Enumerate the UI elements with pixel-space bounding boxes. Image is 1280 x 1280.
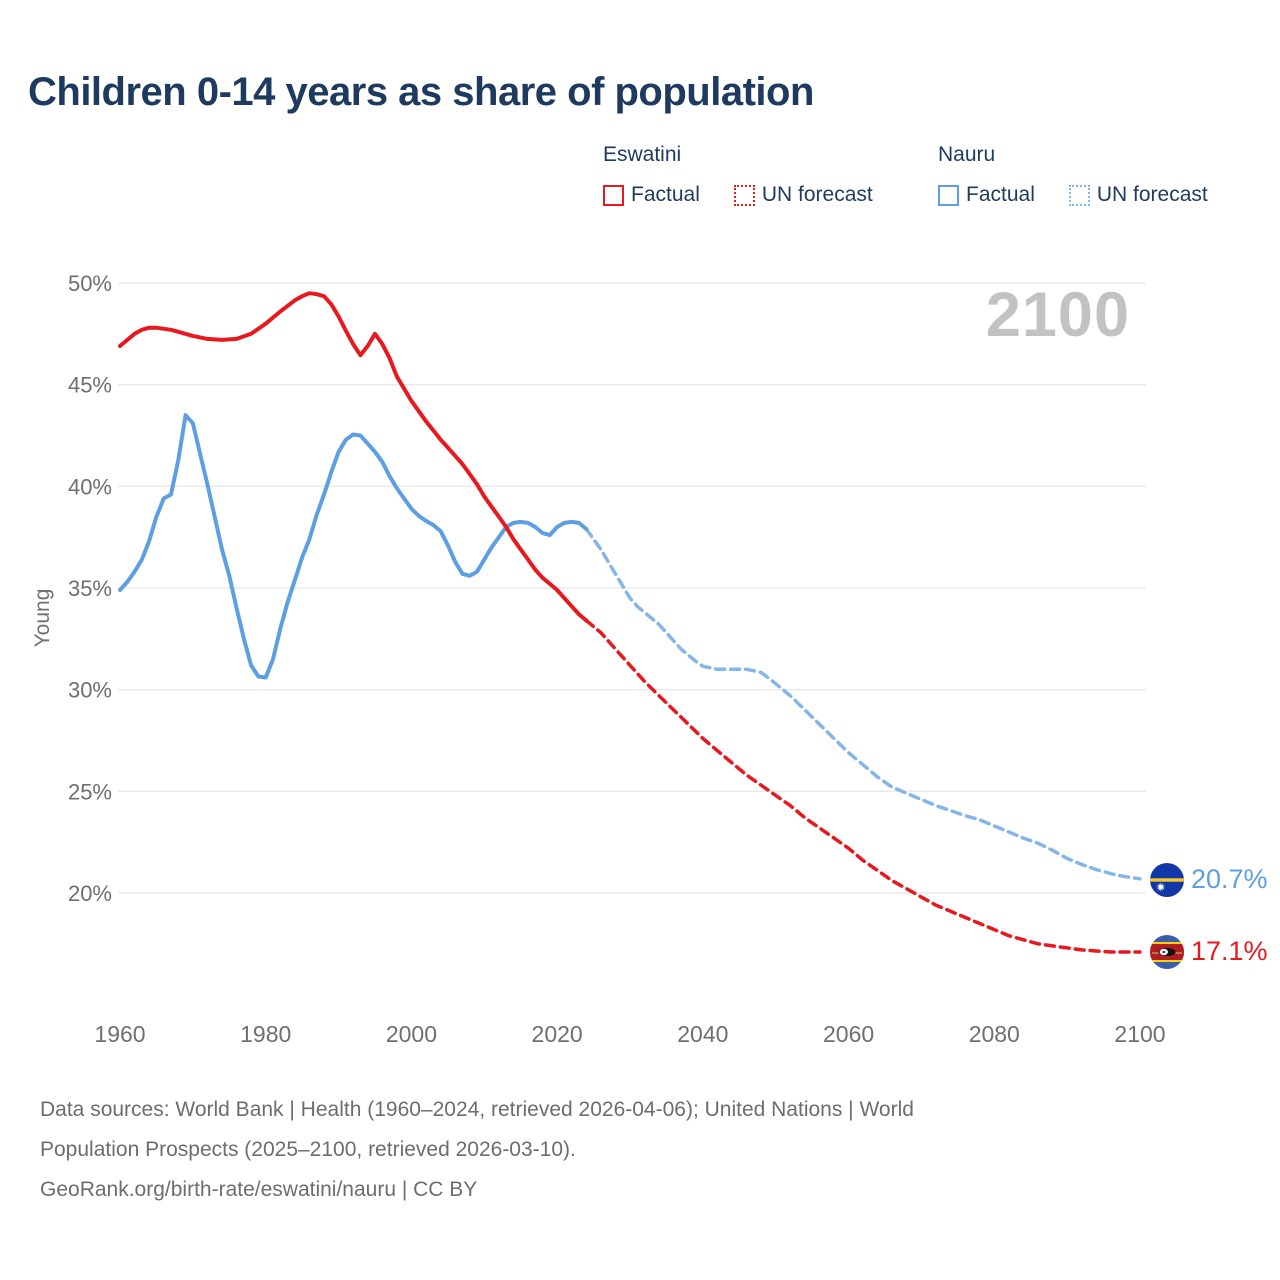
y-tick-label: 25% <box>68 779 112 804</box>
nauru-forecast-swatch-icon <box>1068 184 1090 206</box>
year-watermark: 2100 <box>985 280 1130 350</box>
legend-country-label-nauru: Nauru <box>938 143 996 166</box>
x-tick-label: 1980 <box>240 1021 291 1047</box>
footer: Data sources: World Bank | Health (1960–… <box>40 1090 914 1210</box>
nauru-flag-icon <box>1150 863 1184 897</box>
series-line-eswatini-un-forecast <box>584 618 1142 954</box>
footer-line-1: Data sources: World Bank | Health (1960–… <box>40 1098 914 1121</box>
y-tick-label: 30% <box>68 678 112 703</box>
legend-item-nauru-forecast[interactable]: UN forecast <box>1068 183 1208 207</box>
x-tick-label: 2020 <box>532 1021 583 1047</box>
end-label-nauru: 20.7% <box>1191 864 1268 894</box>
x-tick-label: 2040 <box>677 1021 728 1047</box>
legend-items-eswatini: Factual UN forecast <box>603 183 873 207</box>
y-tick-label: 35% <box>68 576 112 601</box>
legend-item-eswatini-factual[interactable]: Factual <box>603 183 700 207</box>
eswatini-flag-icon <box>1150 935 1184 969</box>
legend-item-label: UN forecast <box>1096 183 1208 206</box>
legend-item-label: Factual <box>966 183 1035 206</box>
legend-item-label: UN forecast <box>761 183 873 206</box>
end-label-eswatini: 17.1% <box>1191 936 1268 966</box>
y-tick-label: 20% <box>68 881 112 906</box>
legend-group-eswatini: Eswatini Factual UN forecast <box>603 143 873 207</box>
x-tick-label: 2000 <box>386 1021 437 1047</box>
eswatini-forecast-swatch-icon <box>733 184 755 206</box>
x-tick-label: 2100 <box>1114 1021 1165 1047</box>
footer-line-3: GeoRank.org/birth-rate/eswatini/nauru | … <box>40 1178 478 1201</box>
y-tick-label: 45% <box>68 373 112 398</box>
legend-group-nauru: Nauru Factual UN forecast <box>938 143 1208 207</box>
legend-items-nauru: Factual UN forecast <box>938 183 1208 207</box>
y-tick-label: 50% <box>68 271 112 296</box>
series-line-nauru-un-forecast <box>584 527 1142 881</box>
x-tick-label: 2080 <box>969 1021 1020 1047</box>
x-tick-label: 2060 <box>823 1021 874 1047</box>
legend-item-eswatini-forecast[interactable]: UN forecast <box>733 183 873 207</box>
x-tick-label: 1960 <box>94 1021 145 1047</box>
nauru-factual-swatch-icon <box>938 184 959 206</box>
legend-country-label-eswatini: Eswatini <box>603 143 682 166</box>
footer-line-2: Population Prospects (2025–2100, retriev… <box>40 1138 576 1161</box>
eswatini-factual-swatch-icon <box>603 184 624 206</box>
legend-item-nauru-factual[interactable]: Factual <box>938 183 1035 207</box>
series-line-eswatini-factual <box>118 291 589 623</box>
series-line-nauru-factual <box>118 413 589 680</box>
y-tick-label: 40% <box>68 474 112 499</box>
legend-item-label: Factual <box>631 183 700 206</box>
chart-title: Children 0-14 years as share of populati… <box>28 70 814 114</box>
